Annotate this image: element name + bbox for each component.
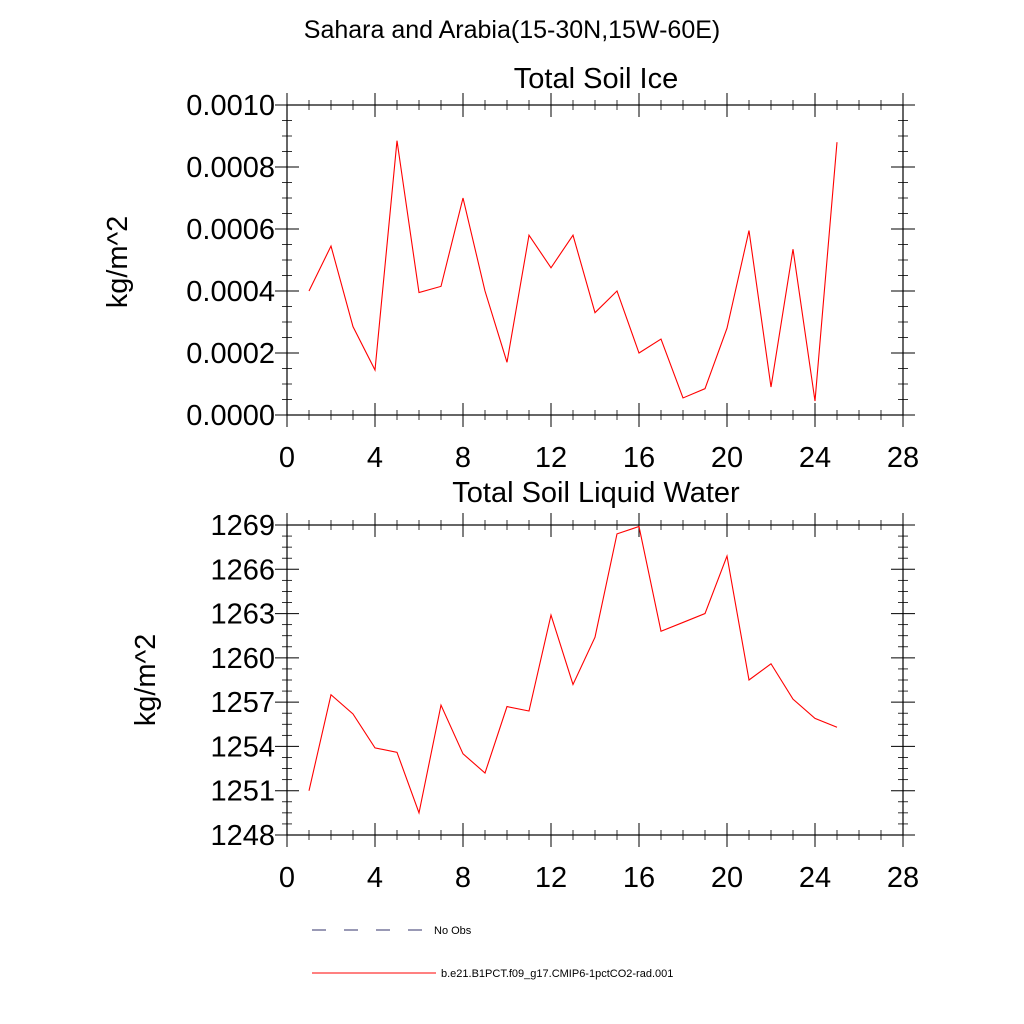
y-tick-label: 1248 <box>210 820 275 852</box>
legend-label-model-run: b.e21.B1PCT.f09_g17.CMIP6-1pctCO2-rad.00… <box>441 968 673 980</box>
x-tick-label: 4 <box>367 862 383 894</box>
y-tick-label: 1251 <box>210 776 275 808</box>
x-tick-labels: 0 4 8 12 16 20 24 28 <box>279 862 919 894</box>
x-tick-label: 12 <box>535 862 567 894</box>
x-tick-label: 0 <box>279 442 295 474</box>
series-line <box>308 525 838 815</box>
legend-label-no-obs: No Obs <box>434 925 472 937</box>
y-tick-label: 1269 <box>210 510 275 542</box>
y-tick-label: 1257 <box>210 687 275 719</box>
plot-frame <box>286 524 904 836</box>
x-tick-label: 16 <box>623 862 655 894</box>
axis-ticks <box>275 513 915 847</box>
y-tick-label: 0.0004 <box>186 276 275 308</box>
x-tick-label: 20 <box>711 862 743 894</box>
x-tick-label: 8 <box>455 862 471 894</box>
x-tick-label: 16 <box>623 442 655 474</box>
y-tick-label: 1254 <box>210 731 275 763</box>
x-tick-label: 28 <box>887 862 919 894</box>
x-tick-label: 24 <box>799 442 831 474</box>
y-tick-label: 0.0010 <box>186 90 275 122</box>
legend: No Obs b.e21.B1PCT.f09_g17.CMIP6-1pctCO2… <box>312 925 673 980</box>
panel-title: Total Soil Liquid Water <box>452 477 740 509</box>
x-tick-label: 28 <box>887 442 919 474</box>
x-tick-label: 0 <box>279 862 295 894</box>
y-tick-labels: 1248 1251 1254 1257 1260 1263 1266 1269 <box>210 510 275 852</box>
y-tick-labels: 0.0000 0.0002 0.0004 0.0006 0.0008 0.0010 <box>186 90 275 432</box>
y-tick-label: 1260 <box>210 643 275 675</box>
x-tick-label: 20 <box>711 442 743 474</box>
x-tick-label: 24 <box>799 862 831 894</box>
x-tick-labels: 0 4 8 12 16 20 24 28 <box>279 442 919 474</box>
panel-total-soil-liquid-water: Total Soil Liquid Water kg/m^2 124812511… <box>130 477 919 894</box>
y-axis-label: kg/m^2 <box>130 634 162 727</box>
figure-title: Sahara and Arabia(15-30N,15W-60E) <box>303 16 721 44</box>
y-tick-label: 0.0000 <box>186 400 275 432</box>
panel-title: Total Soil Ice <box>514 63 678 95</box>
series-line <box>308 140 838 402</box>
y-tick-label: 1266 <box>210 554 275 586</box>
series-group <box>308 525 838 815</box>
series-group <box>308 140 838 402</box>
panel-total-soil-ice: Total Soil Ice kg/m^2 0.0000 0.0002 0.0004… <box>102 63 919 474</box>
x-tick-label: 4 <box>367 442 383 474</box>
y-tick-label: 1263 <box>210 599 275 631</box>
y-tick-label: 0.0008 <box>186 152 275 184</box>
x-tick-label: 12 <box>535 442 567 474</box>
y-tick-label: 0.0002 <box>186 338 275 370</box>
axis-ticks <box>275 93 915 427</box>
x-tick-label: 8 <box>455 442 471 474</box>
y-axis-label: kg/m^2 <box>102 216 134 309</box>
y-tick-label: 0.0006 <box>186 214 275 246</box>
